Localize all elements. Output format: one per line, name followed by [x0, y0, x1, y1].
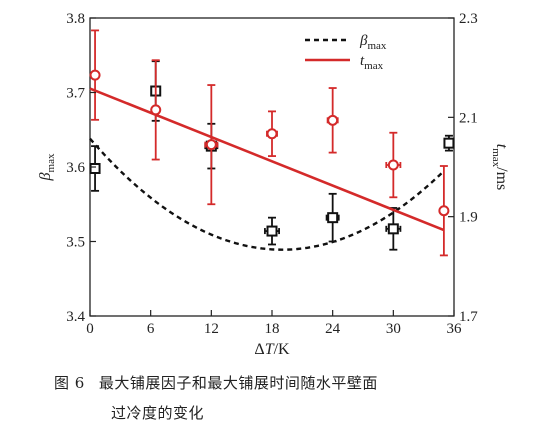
fit-line-tmax — [89, 87, 445, 232]
plot-frame — [89, 17, 455, 317]
data-point-circle — [89, 69, 101, 81]
y-right-tick-label: 1.7 — [459, 309, 478, 325]
x-tick-label: 18 — [265, 321, 280, 337]
y-right-tick-label: 2.1 — [459, 110, 478, 126]
chart: 0 6 12 18 24 30 363.43.53.63.73.81.71.92.12.3 … — [37, 11, 510, 358]
data-point-square — [387, 223, 399, 235]
data-point-square — [266, 225, 278, 237]
y-left-tick-label: 3.6 — [66, 160, 85, 176]
data-point-circle — [438, 205, 450, 217]
y-right-axis-label: tmax/ms — [490, 144, 510, 191]
x-tick-label: 0 — [86, 321, 94, 337]
x-tick-label: 36 — [447, 321, 463, 337]
fit-curve-βmax — [89, 137, 445, 251]
y-right-tick-label: 2.3 — [459, 11, 478, 27]
y-left-tick-label: 3.5 — [66, 235, 85, 251]
y-right-tick-label: 1.9 — [459, 210, 478, 226]
x-tick-label: 6 — [147, 321, 155, 337]
data-point-circle — [327, 114, 339, 126]
data-point-circle — [266, 128, 278, 140]
x-tick-label: 30 — [386, 321, 401, 337]
caption-line-1: 最大铺展因子和最大铺展时间随水平壁面 — [98, 374, 378, 392]
data-point-circle — [205, 139, 217, 151]
y-left-tick-label: 3.8 — [66, 11, 85, 27]
data-point-circle — [150, 104, 162, 116]
data-point-square — [327, 212, 339, 224]
figure-caption: 图 6 最大铺展因子和最大铺展时间随水平壁面 过冷度的变化 — [54, 368, 524, 428]
y-left-axis-label: βmax — [37, 153, 57, 181]
y-left-tick-label: 3.4 — [66, 309, 85, 325]
caption-figure-number: 图 6 — [54, 374, 85, 392]
data-point-circle — [387, 159, 399, 171]
y-left-tick-label: 3.7 — [66, 86, 85, 102]
x-tick-label: 12 — [204, 321, 219, 337]
legend-label: tmax — [360, 53, 384, 72]
data-point-square — [89, 162, 101, 174]
x-tick-label: 24 — [325, 321, 341, 337]
x-axis-label: ΔT/K — [254, 341, 290, 358]
caption-line-2: 过冷度的变化 — [111, 404, 205, 422]
data-point-square — [443, 137, 455, 149]
legend-label: βmax — [359, 33, 387, 52]
